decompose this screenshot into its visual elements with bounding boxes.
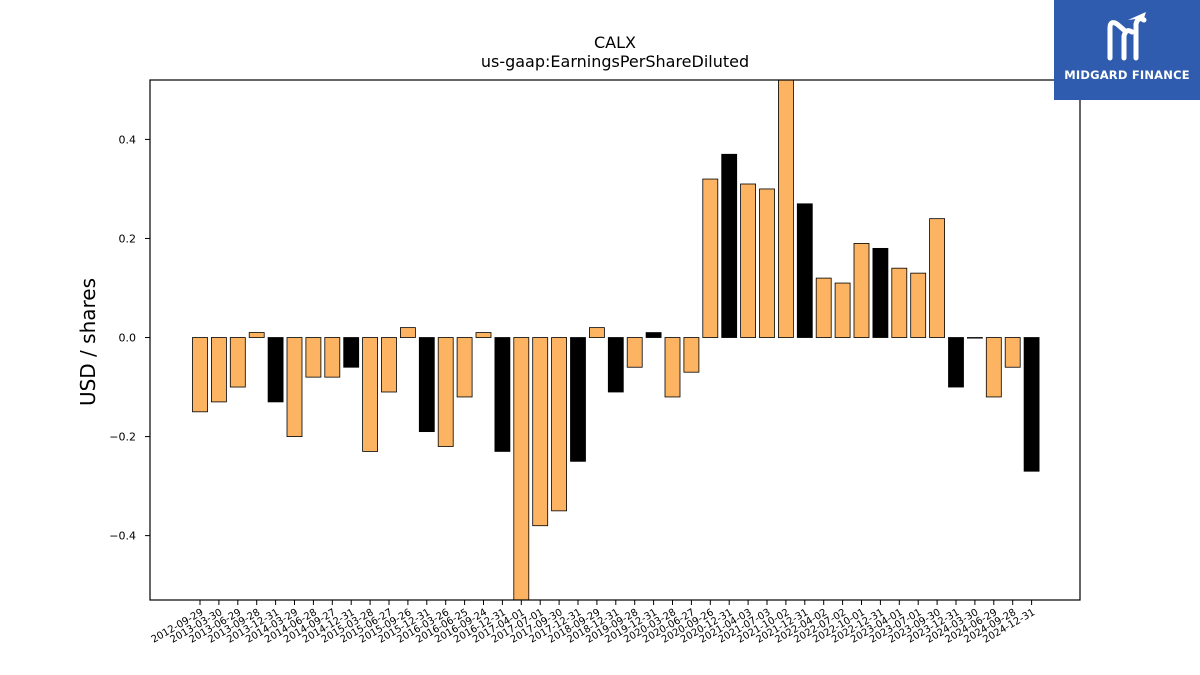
bar-2015-12-31 xyxy=(418,337,435,433)
bar-2017-12-31 xyxy=(570,337,586,462)
bar-2013-09-28 xyxy=(248,332,265,338)
bar-2014-12-31 xyxy=(343,337,360,368)
bar-2020-06-27 xyxy=(683,337,700,373)
bar-2022-04-02 xyxy=(815,277,832,338)
bar-2021-07-03 xyxy=(759,188,775,338)
bar-2016-09-24 xyxy=(475,332,492,338)
bar-2016-06-25 xyxy=(456,337,473,398)
y-tick-label: −0.2 xyxy=(109,431,136,444)
chart-subtitle: us-gaap:EarningsPerShareDiluted xyxy=(481,52,749,71)
y-tick-label: 0.2 xyxy=(119,232,137,245)
bar-2022-07-02 xyxy=(834,282,851,338)
bar-2024-12-31 xyxy=(1023,337,1040,472)
y-axis: −0.4 −0.2 0.0 0.2 0.4 xyxy=(109,133,150,543)
bar-2015-06-27 xyxy=(381,337,397,393)
plot-frame xyxy=(149,79,1081,601)
y-tick-label: 0.0 xyxy=(119,332,137,345)
bar-2019-12-31 xyxy=(645,332,662,338)
bar-2018-12-31 xyxy=(607,337,624,393)
y-tick-label: 0.4 xyxy=(119,133,137,146)
bar-2014-06-28 xyxy=(305,337,322,378)
bar-2012-09-29 xyxy=(192,337,208,413)
bar-2024-09-28 xyxy=(1004,337,1021,368)
bar-2024-06-29 xyxy=(985,337,1002,398)
bar-2024-03-30 xyxy=(967,337,983,339)
chart-title: CALX xyxy=(594,33,636,52)
bar-2022-12-31 xyxy=(872,247,889,338)
bar-2021-04-03 xyxy=(740,183,756,338)
bar-2014-09-27 xyxy=(324,337,341,378)
bar-2023-09-30 xyxy=(929,218,945,338)
bar-2017-07-01 xyxy=(532,337,549,527)
bar-2013-12-31 xyxy=(267,337,284,403)
bar-2015-03-28 xyxy=(362,337,379,452)
bar-2023-12-31 xyxy=(948,337,964,388)
y-axis-label: USD / shares xyxy=(76,278,100,406)
bar-2017-09-30 xyxy=(551,337,567,512)
plot-area xyxy=(192,79,1040,601)
bar-2020-03-28 xyxy=(664,337,681,398)
bar-2015-09-26 xyxy=(399,327,416,338)
bar-2013-03-30 xyxy=(210,337,227,403)
bar-2023-07-01 xyxy=(910,272,927,338)
bar-2019-09-28 xyxy=(626,337,643,368)
bar-2020-12-31 xyxy=(721,153,738,338)
bar-2016-03-26 xyxy=(437,337,454,447)
bar-2018-09-29 xyxy=(589,327,605,338)
bar-2017-04-01 xyxy=(513,337,530,601)
bar-2016-12-31 xyxy=(494,337,511,452)
bar-2013-06-29 xyxy=(229,337,246,388)
bar-2022-10-01 xyxy=(853,243,870,338)
bar-2021-12-31 xyxy=(796,203,813,338)
brand-name: MIDGARD FINANCE xyxy=(1064,68,1190,82)
x-axis: 2012-09-292013-03-302013-06-292013-09-28… xyxy=(150,600,1037,646)
bar-2023-04-01 xyxy=(891,267,908,338)
brand-logo: MIDGARD FINANCE xyxy=(1054,0,1200,100)
bar-2020-09-26 xyxy=(702,178,719,338)
y-tick-label: −0.4 xyxy=(109,530,136,543)
midgard-logo-icon xyxy=(1107,12,1147,61)
bar-2021-10-02 xyxy=(778,79,794,338)
bar-2014-03-29 xyxy=(286,337,303,437)
